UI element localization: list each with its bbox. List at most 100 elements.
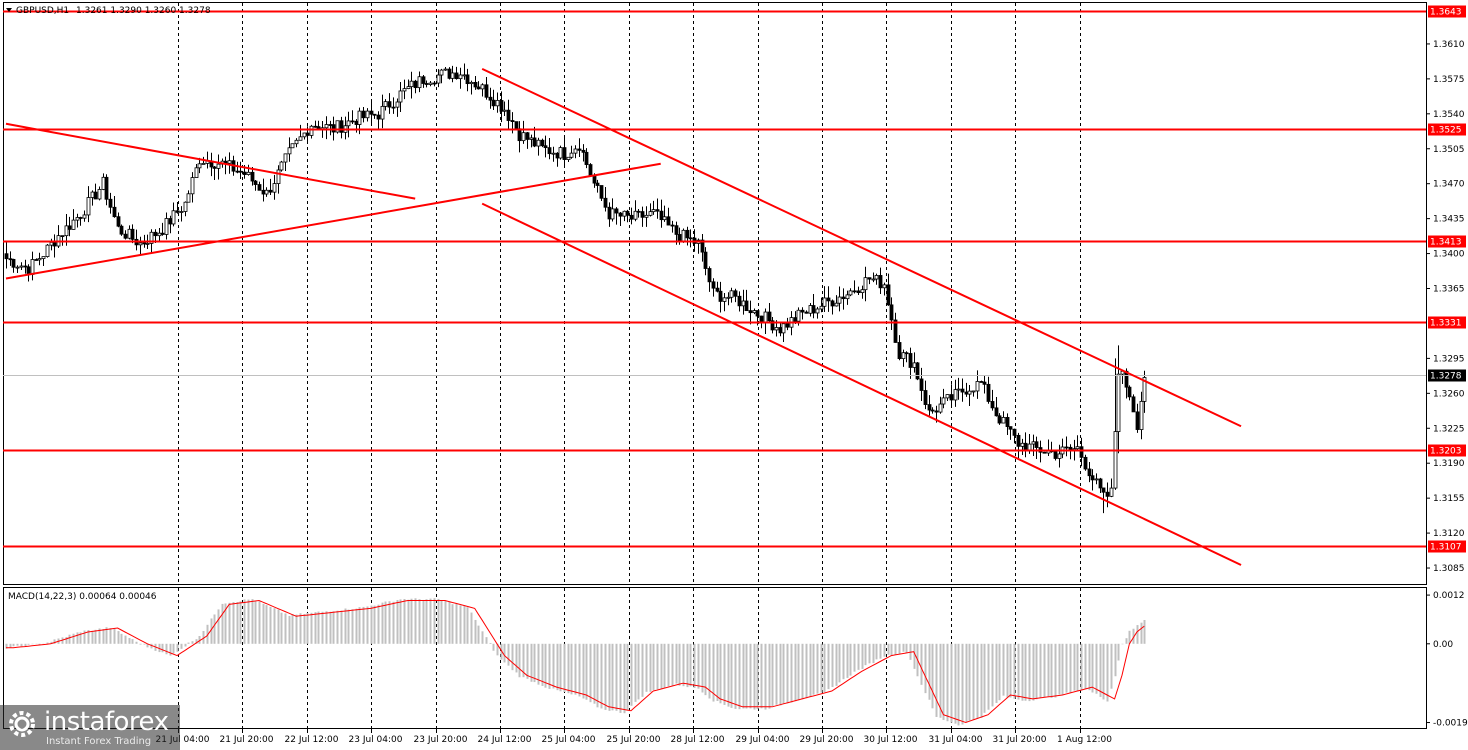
candle-body xyxy=(1042,451,1047,454)
candle-body xyxy=(770,320,775,331)
candle-body xyxy=(369,110,374,115)
candle-body xyxy=(956,388,961,391)
candle-body xyxy=(279,161,284,171)
candle-body xyxy=(365,110,370,119)
candle-body xyxy=(78,217,83,219)
level-price-tag xyxy=(1428,123,1466,136)
candle-body xyxy=(670,224,675,227)
candle-body xyxy=(640,211,645,218)
candle-body xyxy=(815,308,820,314)
watermark: instaforex Instant Forex Trading xyxy=(0,705,180,750)
candle-body xyxy=(915,362,920,380)
y-tick-label: 1.3295 xyxy=(1433,354,1465,364)
candle-body xyxy=(480,84,485,90)
chart-menu-arrow-icon[interactable] xyxy=(6,8,12,12)
candle-body xyxy=(1034,441,1039,448)
level-price-tag-label: 1.3331 xyxy=(1430,319,1462,329)
candle-body xyxy=(867,277,872,280)
candle-body xyxy=(454,72,459,80)
candle-body xyxy=(424,83,429,85)
candle-body xyxy=(90,191,95,198)
y-tick-label: 1.3120 xyxy=(1433,529,1465,539)
candle-body xyxy=(212,166,217,169)
candle-body xyxy=(350,120,355,123)
candle-body xyxy=(893,319,898,343)
y-tick-label: 1.3505 xyxy=(1433,145,1465,155)
candle-body xyxy=(15,266,20,269)
candle-body xyxy=(711,281,716,289)
candle-body xyxy=(201,163,206,165)
candle-body xyxy=(964,391,969,395)
candle-body xyxy=(618,212,623,217)
candle-body xyxy=(71,219,76,230)
candle-body xyxy=(250,171,255,182)
candle-body xyxy=(421,76,426,84)
candle-body xyxy=(726,296,731,299)
candle-body xyxy=(700,239,705,253)
candle-body xyxy=(856,290,861,294)
candle-body xyxy=(253,180,258,185)
candle-body xyxy=(521,132,526,142)
candle-body xyxy=(26,266,31,275)
candle-body xyxy=(592,175,597,184)
candle-body xyxy=(1001,417,1006,424)
level-price-tag xyxy=(1428,5,1466,18)
y-tick-label: 1.3575 xyxy=(1433,75,1465,85)
candle-body xyxy=(994,407,999,417)
candle-body xyxy=(190,177,195,195)
candle-body xyxy=(800,309,805,313)
candle-body xyxy=(402,88,407,92)
candle-body xyxy=(194,167,199,178)
level-price-tag-label: 1.3525 xyxy=(1430,126,1462,136)
candle-body xyxy=(741,300,746,307)
candle-body xyxy=(160,232,165,235)
candle-body xyxy=(547,147,552,155)
candle-body xyxy=(979,381,984,383)
candle-body xyxy=(923,390,928,405)
candle-body xyxy=(346,120,351,127)
candle-body xyxy=(216,163,221,169)
x-tick-label: 25 Jul 04:00 xyxy=(542,735,596,745)
macd-signal-line xyxy=(6,599,1145,724)
candle-body xyxy=(376,114,381,120)
candle-body xyxy=(287,147,292,155)
axis-labels-layer: 21 Jul 04:00 21 Jul 20:00 22 Jul 12:00 23 J… xyxy=(156,40,1468,745)
candle-body xyxy=(718,290,723,302)
candle-body xyxy=(153,231,158,237)
candle-body xyxy=(826,297,831,302)
x-tick-label: 28 Jul 12:00 xyxy=(671,735,725,745)
level-price-tag-label: 1.3643 xyxy=(1430,8,1462,18)
candle-body xyxy=(778,327,783,334)
candle-body xyxy=(157,232,162,237)
x-tick-label: 30 Jul 12:00 xyxy=(864,735,918,745)
candle-body xyxy=(930,409,935,412)
candle-body xyxy=(588,164,593,176)
candle-body xyxy=(581,149,586,153)
candle-body xyxy=(101,176,106,190)
candle-body xyxy=(1087,468,1092,477)
candle-body xyxy=(599,185,604,199)
candle-body xyxy=(428,82,433,85)
candle-body xyxy=(971,390,976,393)
y-tick-label: 1.3470 xyxy=(1433,180,1465,190)
candle-body xyxy=(41,256,46,259)
candle-body xyxy=(1020,442,1025,447)
candle-body xyxy=(688,237,693,240)
x-tick-label: 23 Jul 04:00 xyxy=(349,735,403,745)
candle-body xyxy=(882,284,887,289)
candle-body xyxy=(967,390,972,395)
candle-body xyxy=(372,113,377,116)
candle-body xyxy=(1079,446,1084,458)
candle-body xyxy=(648,211,653,216)
y-tick-label: 1.3435 xyxy=(1433,215,1465,225)
candle-body xyxy=(569,152,574,158)
candle-body xyxy=(183,201,188,212)
candle-body xyxy=(1053,451,1058,459)
candle-body xyxy=(432,82,437,85)
candle-body xyxy=(116,216,121,227)
candle-body xyxy=(651,209,656,213)
candle-body xyxy=(889,304,894,321)
candle-body xyxy=(391,106,396,109)
candle-body xyxy=(997,415,1002,424)
